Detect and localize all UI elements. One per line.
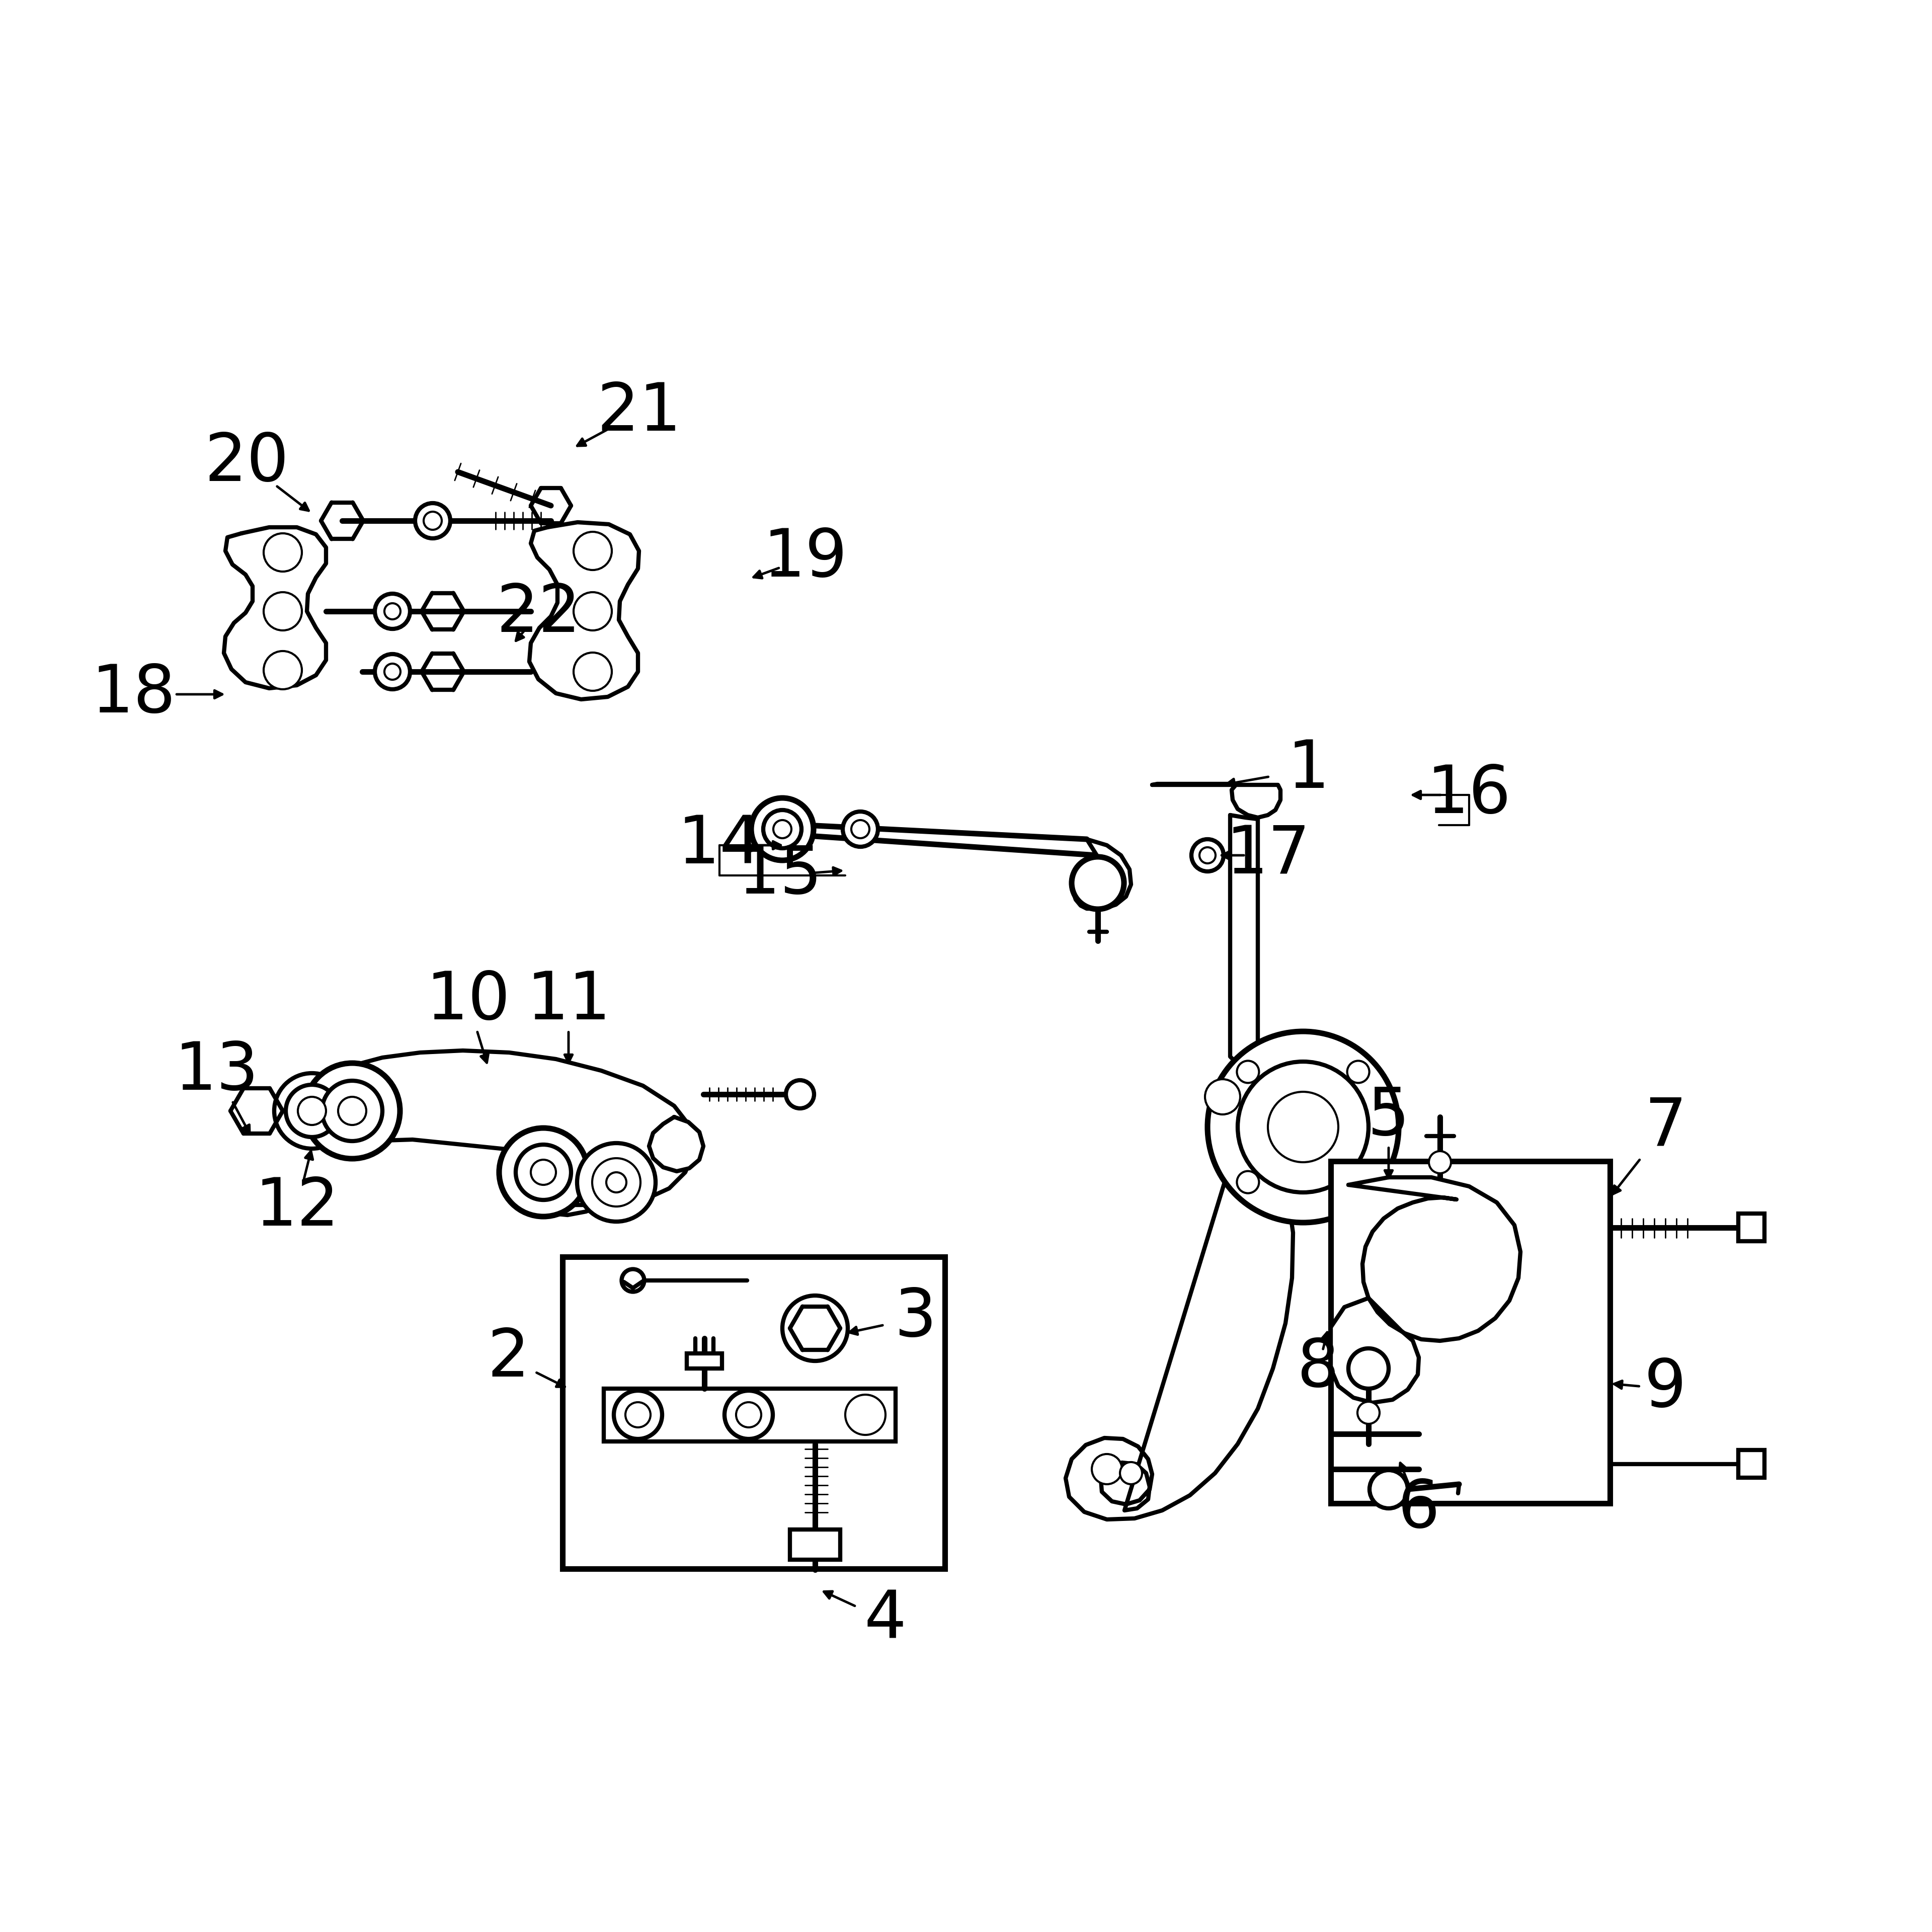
- Circle shape: [286, 1084, 338, 1138]
- Text: 7: 7: [1644, 1095, 1687, 1159]
- Circle shape: [274, 1072, 350, 1150]
- Circle shape: [375, 655, 410, 690]
- Polygon shape: [352, 1051, 694, 1215]
- Polygon shape: [529, 522, 639, 699]
- Circle shape: [1092, 1455, 1122, 1484]
- Circle shape: [1430, 1151, 1451, 1173]
- Text: 3: 3: [895, 1287, 937, 1350]
- Polygon shape: [1331, 1298, 1418, 1403]
- Polygon shape: [1231, 815, 1258, 1066]
- Text: 17: 17: [1225, 823, 1310, 887]
- Circle shape: [516, 1144, 572, 1200]
- Text: 22: 22: [497, 582, 582, 645]
- Circle shape: [298, 1097, 327, 1124]
- Circle shape: [614, 1391, 663, 1439]
- Text: 15: 15: [738, 844, 823, 908]
- Text: 21: 21: [597, 381, 682, 444]
- Circle shape: [498, 1128, 587, 1217]
- Circle shape: [626, 1403, 651, 1428]
- Bar: [686, 1354, 723, 1368]
- Circle shape: [763, 810, 802, 848]
- Circle shape: [846, 1395, 885, 1435]
- Circle shape: [1349, 1349, 1389, 1389]
- Polygon shape: [1349, 1177, 1520, 1341]
- Circle shape: [263, 533, 301, 572]
- Text: 19: 19: [763, 527, 848, 591]
- Circle shape: [415, 502, 450, 539]
- Text: 18: 18: [91, 663, 176, 726]
- Circle shape: [1370, 1470, 1408, 1509]
- Circle shape: [1238, 1061, 1368, 1192]
- Text: 6: 6: [1397, 1478, 1439, 1542]
- Circle shape: [725, 1391, 773, 1439]
- Circle shape: [1236, 1061, 1260, 1084]
- Text: 10: 10: [425, 970, 510, 1034]
- Circle shape: [1200, 848, 1215, 864]
- Text: 5: 5: [1368, 1086, 1410, 1150]
- Circle shape: [1192, 838, 1223, 871]
- Polygon shape: [649, 1117, 703, 1171]
- Circle shape: [1358, 1403, 1379, 1424]
- Bar: [562, 1258, 945, 1569]
- Bar: [603, 1389, 896, 1441]
- Bar: [1331, 1161, 1609, 1503]
- Circle shape: [423, 512, 442, 529]
- Text: 14: 14: [678, 813, 761, 877]
- Polygon shape: [1066, 1167, 1293, 1519]
- Text: 16: 16: [1428, 763, 1511, 827]
- Circle shape: [593, 1157, 641, 1206]
- Text: 20: 20: [205, 431, 288, 495]
- Circle shape: [574, 531, 612, 570]
- Text: 11: 11: [526, 970, 611, 1034]
- Text: 4: 4: [864, 1588, 906, 1652]
- Circle shape: [263, 651, 301, 690]
- Circle shape: [578, 1144, 655, 1221]
- Text: 1: 1: [1287, 738, 1329, 802]
- Circle shape: [1267, 1092, 1339, 1163]
- Circle shape: [531, 1159, 556, 1184]
- Polygon shape: [224, 527, 327, 688]
- Circle shape: [305, 1063, 400, 1159]
- Circle shape: [782, 1296, 848, 1360]
- Circle shape: [263, 593, 301, 630]
- Polygon shape: [1151, 784, 1281, 817]
- Circle shape: [607, 1173, 626, 1192]
- Bar: [1739, 1213, 1764, 1240]
- Circle shape: [1236, 1171, 1260, 1194]
- Circle shape: [852, 819, 869, 838]
- Circle shape: [736, 1403, 761, 1428]
- Text: 9: 9: [1644, 1356, 1687, 1420]
- Circle shape: [773, 819, 792, 838]
- Circle shape: [1347, 1171, 1370, 1194]
- Circle shape: [752, 798, 813, 860]
- Text: 8: 8: [1296, 1337, 1339, 1401]
- Bar: [1739, 1451, 1764, 1478]
- Circle shape: [842, 811, 877, 846]
- Circle shape: [323, 1080, 383, 1142]
- Circle shape: [1208, 1032, 1399, 1223]
- Circle shape: [1347, 1061, 1370, 1084]
- Bar: [790, 1530, 840, 1559]
- Polygon shape: [1072, 838, 1130, 908]
- Circle shape: [786, 1080, 813, 1109]
- Circle shape: [384, 603, 400, 620]
- Circle shape: [338, 1097, 367, 1124]
- Circle shape: [384, 663, 400, 680]
- Text: 12: 12: [255, 1175, 340, 1240]
- Circle shape: [1206, 1080, 1240, 1115]
- Text: 13: 13: [174, 1039, 259, 1103]
- Circle shape: [574, 593, 612, 630]
- Circle shape: [574, 653, 612, 692]
- Circle shape: [375, 593, 410, 630]
- Circle shape: [1121, 1463, 1142, 1484]
- Circle shape: [1072, 856, 1124, 910]
- Text: 2: 2: [487, 1327, 529, 1391]
